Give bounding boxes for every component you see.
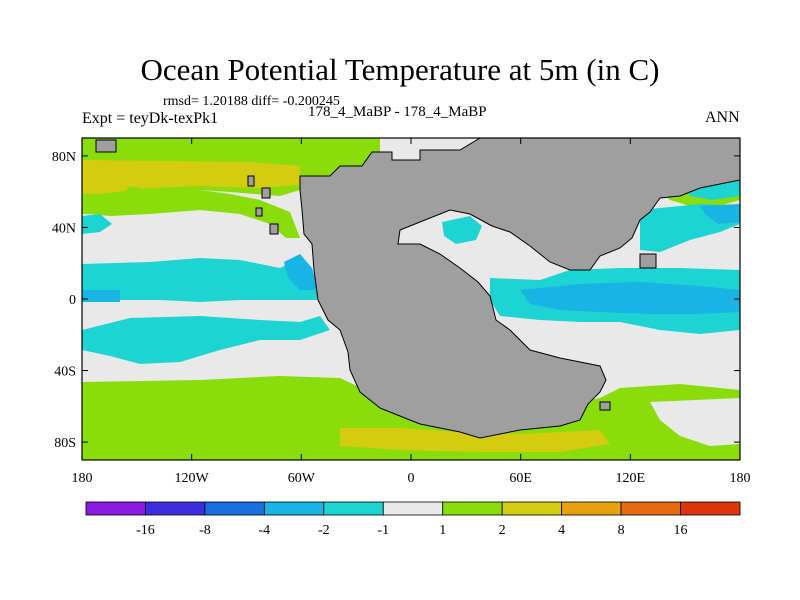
colorbar-label: -16	[136, 523, 155, 538]
southern-ocean-yellow	[340, 428, 610, 452]
equatorial-east-blue	[520, 282, 740, 314]
land-island	[639, 253, 657, 269]
colorbar-swatch	[85, 501, 146, 516]
land-island	[261, 187, 271, 199]
southern-neutral-patch	[650, 398, 740, 446]
rmsd-diff-stats: rmsd= 1.20188 diff= -0.200245	[163, 94, 340, 109]
colorbar-swatch	[442, 501, 503, 516]
colorbar: -16 -8 -4 -2 -1 1 2 4 8 16	[85, 501, 741, 538]
lon-tick-label: 180	[72, 471, 93, 486]
land-island	[255, 207, 263, 217]
map-plot-area	[82, 138, 740, 460]
colorbar-swatch	[145, 501, 206, 516]
colorbar-swatch	[263, 501, 325, 516]
colorbar-label: 4	[558, 523, 565, 538]
land-island	[599, 401, 611, 411]
lon-tick-label: 60E	[509, 471, 532, 486]
colorbar-label: -8	[199, 523, 211, 538]
map-title: Ocean Potential Temperature at 5m (in C)	[140, 52, 660, 87]
equatorial-west-blue	[82, 290, 120, 302]
tethys-cyan-patch	[442, 216, 482, 244]
south-pacific-cyan	[82, 316, 330, 364]
land-island	[95, 139, 117, 153]
colorbar-label: -1	[377, 523, 389, 538]
lon-tick-label: 120W	[175, 471, 210, 486]
colorbar-swatch	[204, 501, 265, 516]
north-central-blue	[700, 204, 740, 224]
lat-tick-label: 0	[69, 293, 76, 308]
land-island	[247, 175, 255, 187]
land-island	[269, 223, 279, 235]
colorbar-swatch	[680, 501, 741, 516]
map-axes: 80N 40N 0 40S 80S 180 120W 60W 0 60E 120E 180	[52, 138, 751, 486]
colorbar-label: -4	[259, 523, 271, 538]
colorbar-label: 8	[618, 523, 625, 538]
colorbar-label: 2	[499, 523, 506, 538]
colorbar-label: 16	[674, 523, 688, 538]
lat-tick-label: 80N	[52, 150, 76, 165]
lon-tick-label: 120E	[616, 471, 646, 486]
equatorial-west-cyan	[82, 258, 320, 302]
colorbar-swatch	[382, 501, 444, 516]
lon-tick-label: 180	[730, 471, 751, 486]
colorbar-swatch	[561, 501, 622, 516]
colorbar-swatch	[323, 501, 384, 516]
experiment-label: Expt = teyDk-texPk1	[82, 110, 219, 127]
lat-tick-label: 80S	[54, 436, 76, 451]
atlantic-blue-patch	[284, 254, 318, 290]
land-mass	[299, 138, 740, 439]
lon-tick-label: 0	[408, 471, 415, 486]
colorbar-swatch	[620, 501, 681, 516]
north-pacific-cyan-patch	[82, 214, 112, 234]
colorbar-label: 1	[439, 523, 446, 538]
season-label: ANN	[705, 109, 740, 126]
lon-tick-label: 60W	[288, 471, 316, 486]
lat-tick-label: 40N	[52, 221, 76, 236]
north-pacific-green	[82, 186, 300, 238]
north-warm-band-yellow	[82, 160, 300, 194]
comparison-label: 178_4_MaBP - 178_4_MaBP	[308, 104, 487, 120]
colorbar-label: -2	[318, 523, 330, 538]
colorbar-swatch	[501, 501, 563, 516]
lat-tick-label: 40S	[54, 365, 76, 380]
